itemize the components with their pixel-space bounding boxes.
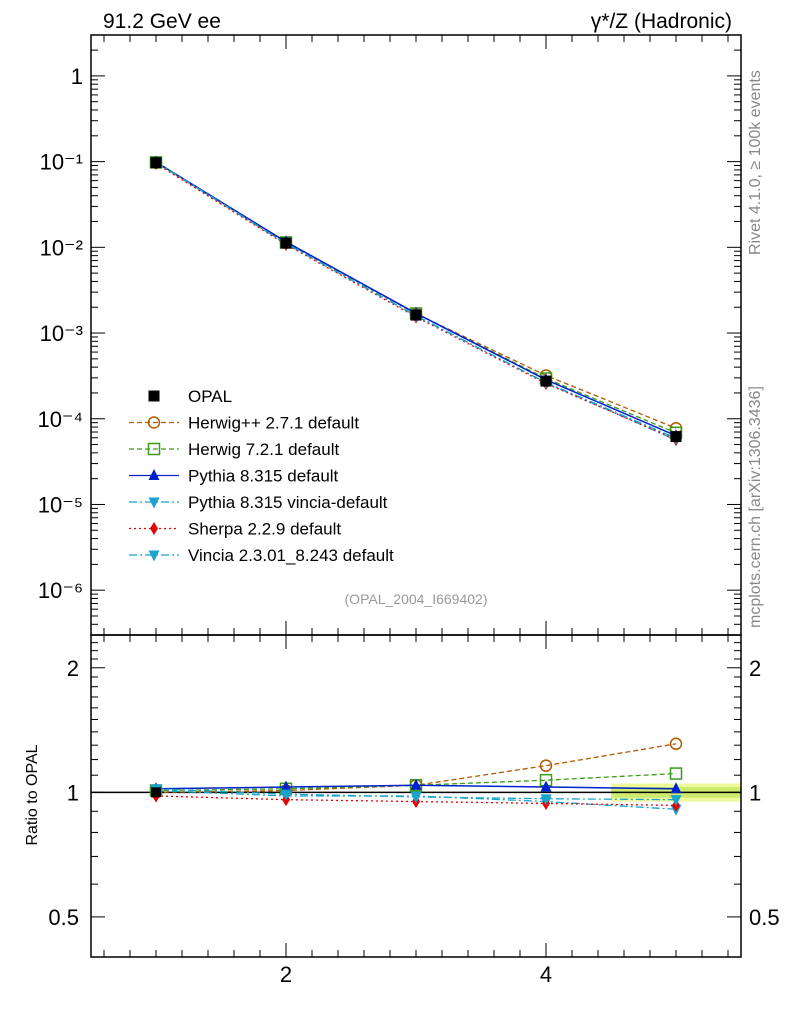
series-line xyxy=(155,161,677,439)
data-point xyxy=(540,375,552,387)
ratio-point xyxy=(669,767,683,780)
legend-marker xyxy=(147,416,161,429)
mcplots-label: mcplots.cern.ch [arXiv:1306.3436] xyxy=(747,386,764,628)
data-point xyxy=(280,237,292,249)
ratio-point xyxy=(540,794,552,806)
legend-entry-pythia-8-315-default: Pythia 8.315 default xyxy=(129,467,339,486)
series-line xyxy=(155,161,677,441)
ratio-y-tick-label-right: 2 xyxy=(749,656,761,681)
legend-entry-opal: OPAL xyxy=(148,387,232,406)
legend-label: Herwig 7.2.1 default xyxy=(188,440,339,459)
legend-entry-herwig-7-2-1-default: Herwig 7.2.1 default xyxy=(129,440,339,459)
analysis-tag: (OPAL_2004_I669402) xyxy=(345,591,488,607)
legend-label: Vincia 2.3.01_8.243 default xyxy=(188,546,394,565)
data-point xyxy=(410,309,422,321)
main-plot xyxy=(149,155,683,447)
legend-label: Herwig++ 2.7.1 default xyxy=(188,414,359,433)
legend-label: Pythia 8.315 vincia-default xyxy=(188,493,388,512)
ratio-point xyxy=(539,759,553,772)
legend-label: Sherpa 2.2.9 default xyxy=(188,520,341,539)
legend-marker xyxy=(148,550,160,562)
ratio-point xyxy=(670,795,682,807)
ratio-series-vincia-2-3-01-8-243-default xyxy=(150,784,682,807)
main-plot-frame xyxy=(90,34,742,636)
legend-entry-herwig-2-7-1-default: Herwig++ 2.7.1 default xyxy=(129,414,359,433)
series-line xyxy=(155,162,677,440)
main-y-tick-label: 10⁻⁶ xyxy=(38,578,83,603)
ratio-point xyxy=(280,780,292,792)
legend-label: OPAL xyxy=(188,387,232,406)
legend-marker xyxy=(148,469,160,480)
ratio-y-tick-label-right: 1 xyxy=(749,780,761,805)
legend-label: Pythia 8.315 default xyxy=(188,467,339,486)
main-y-tick-label: 10⁻⁵ xyxy=(38,492,83,517)
ratio-point xyxy=(280,789,292,801)
data-point xyxy=(670,431,682,443)
ratio-plot xyxy=(91,737,741,816)
legend: OPAL Herwig++ 2.7.1 default Herwig 7.2.1 d… xyxy=(129,387,394,565)
header-right-title: γ*/Z (Hadronic) xyxy=(591,10,732,33)
ratio-point xyxy=(540,780,552,792)
legend-entry-sherpa-2-2-9-default: Sherpa 2.2.9 default xyxy=(129,520,341,539)
ratio-point xyxy=(410,792,422,804)
ratio-y-axis-label: Ratio to OPAL xyxy=(24,744,41,845)
main-y-tick-label: 10⁻² xyxy=(40,235,83,260)
ratio-point xyxy=(410,778,422,790)
ratio-data-point xyxy=(151,787,161,798)
legend-entry-vincia-2-3-01-8-243-default: Vincia 2.3.01_8.243 default xyxy=(129,546,394,565)
legend-marker xyxy=(147,442,161,456)
ratio-y-tick-label: 2 xyxy=(67,656,79,681)
plot-frames: 10⁻⁶ 10⁻⁵ 10⁻⁴ 10⁻³ 10⁻² 10⁻¹ 1 0.5 0.5 1 1 2 2 2 4 xyxy=(37,34,780,987)
legend-entry-pythia-8-315-vincia-default: Pythia 8.315 vincia-default xyxy=(129,493,388,512)
ratio-y-tick-label-right: 0.5 xyxy=(749,905,780,930)
ratio-point xyxy=(669,737,683,751)
series-opal xyxy=(150,157,682,443)
series-line xyxy=(155,161,677,437)
series-line xyxy=(155,162,677,429)
ratio-point xyxy=(670,782,682,794)
main-y-tick-label: 10⁻¹ xyxy=(40,150,83,175)
x-tick-label: 4 xyxy=(540,962,552,987)
legend-marker xyxy=(150,522,158,535)
ratio-y-tick-label: 0.5 xyxy=(48,905,79,930)
series-line xyxy=(155,161,677,434)
header-left-title: 91.2 GeV ee xyxy=(103,10,221,33)
legend-marker xyxy=(148,390,160,402)
ratio-y-tick-label: 1 xyxy=(67,780,79,805)
rivet-version-label: Rivet 4.1.0, ≥ 100k events xyxy=(747,70,764,255)
main-y-tick-label: 10⁻³ xyxy=(40,321,83,346)
main-y-tick-label: 1 xyxy=(71,64,83,89)
legend-marker xyxy=(148,497,160,509)
x-tick-label: 2 xyxy=(280,962,292,987)
main-y-tick-label: 10⁻⁴ xyxy=(37,407,83,432)
data-point xyxy=(150,157,162,169)
